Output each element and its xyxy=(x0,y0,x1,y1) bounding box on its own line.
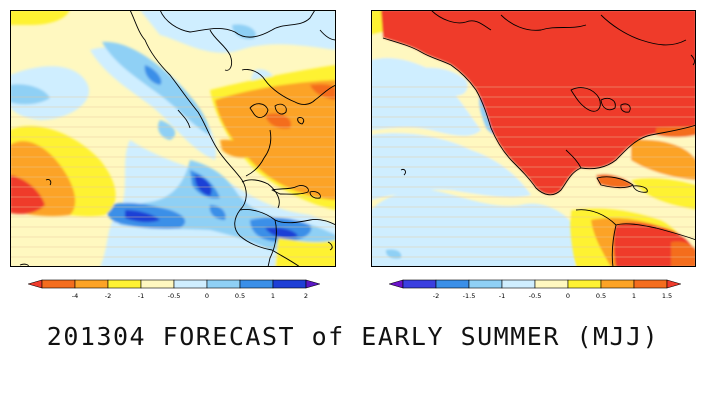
right-colorbar-tick-label: -0.5 xyxy=(529,292,542,300)
right-colorbar: -2-1.5-1-0.500.511.52 xyxy=(387,278,702,306)
right-colorbar-swatch xyxy=(501,279,536,289)
left-colorbar-swatch xyxy=(173,279,208,289)
page-title: 201304 FORECAST of EARLY SUMMER (MJJ) xyxy=(46,322,660,351)
left-colorbar-tick-label: -1 xyxy=(138,292,144,300)
left-colorbar-swatch xyxy=(239,279,274,289)
right-colorbar-tick-label: 0 xyxy=(566,292,570,300)
left-colorbar-tick-label: 0.5 xyxy=(235,292,245,300)
right-colorbar-tick-label: 1.5 xyxy=(662,292,672,300)
right-colorbar-svg: -2-1.5-1-0.500.511.52 xyxy=(387,279,702,300)
right-map-coastline xyxy=(382,10,696,267)
right-map-anomaly-field xyxy=(371,10,696,267)
left-map xyxy=(10,10,336,267)
left-colorbar-swatch xyxy=(41,279,76,289)
right-colorbar-swatch xyxy=(534,279,569,289)
right-colorbar-tick-label: 1 xyxy=(632,292,636,300)
left-colorbar-swatch xyxy=(107,279,142,289)
left-colorbar-tick-label: -2 xyxy=(105,292,111,300)
right-map-grid xyxy=(371,86,696,258)
right-colorbar-tick-label: -1.5 xyxy=(463,292,476,300)
right-colorbar-tick-label: -2 xyxy=(433,292,439,300)
left-colorbar-tick-label: -4 xyxy=(72,292,78,300)
left-colorbar-swatch xyxy=(206,279,241,289)
right-map xyxy=(371,10,696,267)
left-colorbar: -4-2-1-0.500.5124 xyxy=(26,278,341,306)
left-colorbar-tick-label: 1 xyxy=(271,292,275,300)
right-colorbar-tick-label: -1 xyxy=(499,292,505,300)
left-colorbar-tick-label: 2 xyxy=(304,292,308,300)
left-colorbar-high-arrow xyxy=(305,279,322,289)
right-map-frame xyxy=(371,10,696,267)
left-colorbar-svg: -4-2-1-0.500.5124 xyxy=(26,279,341,300)
right-colorbar-low-arrow xyxy=(387,279,404,289)
left-map-panel xyxy=(10,10,336,267)
right-colorbar-tick-label: 0.5 xyxy=(596,292,606,300)
right-map-panel xyxy=(371,10,696,267)
left-map-grid xyxy=(10,96,336,258)
left-colorbar-swatch xyxy=(140,279,175,289)
left-colorbar-low-arrow xyxy=(26,279,43,289)
right-colorbar-swatch xyxy=(402,279,437,289)
left-map-coastline xyxy=(19,10,336,267)
left-colorbar-tick-label: 0 xyxy=(205,292,209,300)
right-colorbar-swatch xyxy=(633,279,668,289)
left-colorbar-swatch xyxy=(74,279,109,289)
right-colorbar-swatch xyxy=(567,279,602,289)
right-colorbar-swatch xyxy=(600,279,635,289)
left-colorbar-swatch xyxy=(272,279,307,289)
left-map-anomaly-field xyxy=(10,10,336,267)
right-colorbar-high-arrow xyxy=(666,279,683,289)
right-colorbar-swatch xyxy=(435,279,470,289)
left-colorbar-tick-label: -0.5 xyxy=(168,292,181,300)
left-map-frame xyxy=(10,10,336,267)
right-colorbar-swatch xyxy=(468,279,503,289)
